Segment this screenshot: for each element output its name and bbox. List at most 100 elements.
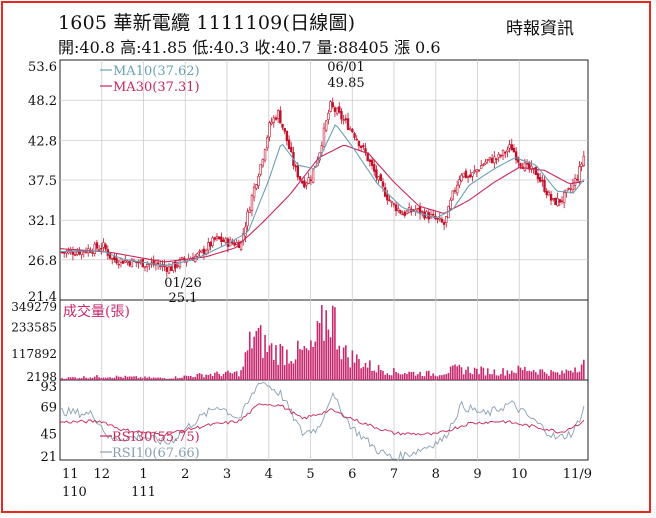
candle-body (514, 151, 518, 161)
x-tick-label: 9 (473, 467, 481, 482)
candle-body (388, 199, 391, 202)
volume-bar (98, 377, 100, 380)
volume-bar (141, 378, 144, 380)
volume-bar (580, 364, 583, 380)
volume-bar (268, 345, 271, 380)
volume-bar (471, 374, 474, 380)
candle-body (344, 118, 348, 121)
candle-body (279, 110, 282, 124)
volume-bar (139, 377, 142, 380)
candle-body (578, 166, 581, 182)
volume-bar (441, 375, 443, 380)
volume-bar (292, 363, 295, 380)
volume-bar (510, 370, 513, 380)
candle-body (519, 163, 522, 167)
candle-body (307, 177, 310, 184)
volume-bar (107, 377, 109, 380)
candle-body (111, 257, 114, 260)
volume-bar (279, 343, 282, 380)
volume-bar (246, 350, 249, 380)
volume-bar (288, 363, 290, 380)
x-year-label: 111 (131, 485, 156, 500)
candle-body (353, 133, 356, 138)
candle-body (207, 242, 210, 251)
candle-body (455, 184, 459, 194)
volume-bar (465, 369, 467, 380)
volume-bar (452, 365, 454, 380)
volume-bar (137, 378, 140, 380)
volume-bar (222, 373, 225, 380)
volume-bar (323, 340, 325, 380)
volume-bar (135, 376, 138, 380)
candle-body (224, 238, 227, 243)
volume-bar (170, 378, 172, 380)
candle-body (209, 241, 212, 247)
volume-bar (207, 375, 210, 380)
volume-bar (307, 350, 310, 380)
volume-bar (150, 378, 153, 380)
volume-bar (397, 373, 400, 380)
candle-body (322, 127, 326, 147)
candle-body (368, 159, 372, 163)
candle-body (152, 260, 155, 266)
volume-bar (128, 376, 131, 380)
volume-bars (61, 305, 585, 380)
ma30-legend: MA30(37.31) (113, 80, 200, 95)
candle-body (355, 138, 358, 141)
candle-body (176, 265, 179, 267)
ma10-legend: MA10(37.62) (113, 64, 200, 79)
volume-bar (428, 370, 430, 380)
candle-body (248, 209, 251, 213)
volume-tick-label: 117892 (11, 347, 57, 361)
volume-bar (390, 375, 393, 380)
volume-bar (559, 374, 561, 380)
volume-bar (209, 373, 212, 380)
candle-body (108, 253, 112, 259)
candle-body (76, 251, 79, 255)
candle-body (399, 210, 402, 214)
candle-body (102, 242, 105, 248)
volume-bar (521, 370, 524, 380)
quote-summary: 開:40.8 高:41.85 低:40.3 收:40.7 量:88405 漲 0… (58, 38, 441, 57)
candle-body (573, 178, 577, 186)
volume-bar (342, 347, 345, 380)
candle-body (556, 197, 559, 207)
volume-bar (238, 376, 240, 380)
candle-body (130, 258, 134, 268)
candle-body (113, 256, 116, 261)
volume-bar (257, 327, 260, 380)
volume-bar (574, 367, 576, 380)
volume-bar (360, 368, 362, 380)
candle-body (239, 240, 243, 250)
volume-bar (85, 377, 87, 380)
candle-body (283, 127, 286, 132)
candle-body (329, 101, 332, 112)
volume-bar (248, 331, 251, 380)
volume-bar (100, 377, 103, 380)
candle-body (198, 251, 201, 253)
candle-body (560, 200, 564, 202)
volume-bar (327, 329, 330, 380)
candle-body (497, 153, 500, 158)
candle-body (558, 199, 562, 203)
volume-bar (379, 370, 382, 380)
volume-bar (190, 375, 192, 380)
candle-body (477, 169, 481, 172)
volume-bar (211, 375, 214, 380)
candle-body (211, 237, 214, 246)
volume-bar (262, 358, 264, 380)
candle-body (263, 148, 267, 161)
volume-bar (172, 378, 175, 380)
candle-body (104, 244, 107, 250)
volume-bar (552, 371, 555, 380)
volume-bar (515, 373, 517, 380)
volume-bar (131, 376, 133, 380)
price-tick-label: 37.5 (28, 174, 57, 189)
volume-bar (480, 366, 482, 380)
candle-body (523, 162, 527, 172)
volume-bar (194, 376, 196, 380)
volume-bar (299, 349, 301, 380)
candle-body (436, 218, 439, 220)
x-tick-label: 2 (181, 467, 189, 482)
volume-bar (286, 349, 288, 380)
